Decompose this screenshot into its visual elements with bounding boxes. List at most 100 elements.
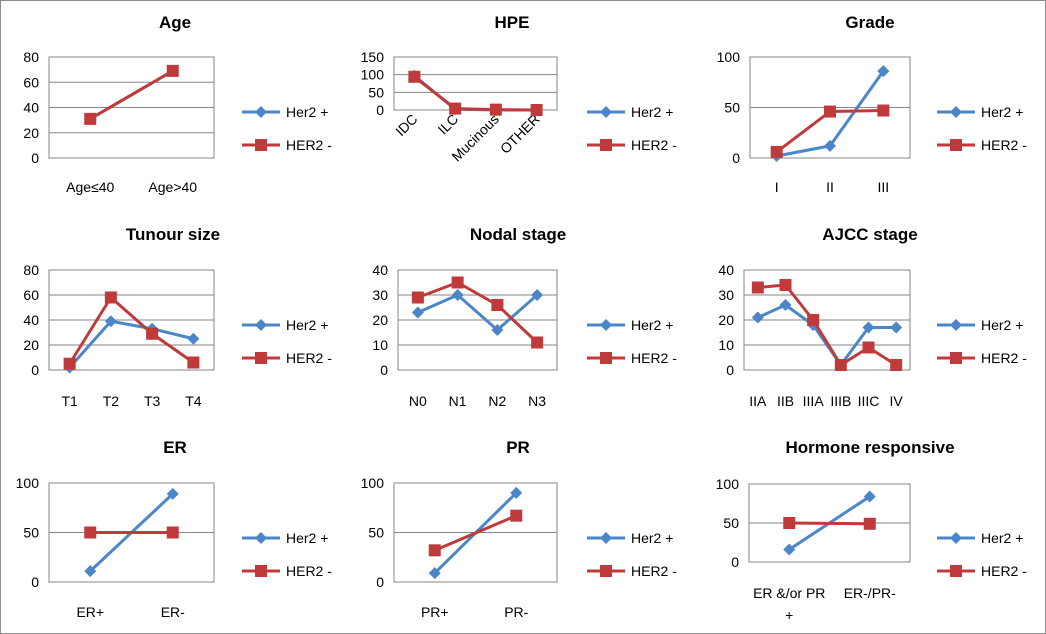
- series-line-her2-neg: [413, 75, 537, 112]
- x-tick-label: T2: [103, 393, 120, 409]
- series-line-her2-neg: [89, 69, 174, 121]
- legend-marker: [255, 565, 267, 577]
- legend-label: Her2 +: [631, 317, 673, 333]
- legend-label: Her2 +: [631, 530, 673, 546]
- plot-area: [749, 56, 911, 159]
- y-tick-label: 0: [31, 574, 39, 590]
- x-tick-label: Age>40: [148, 179, 197, 195]
- data-point-her2-neg: [770, 145, 783, 158]
- data-point-her2-pos: [411, 306, 424, 319]
- legend-marker: [255, 352, 267, 364]
- data-point-her2-neg: [531, 336, 544, 349]
- legend-marker: [255, 319, 267, 331]
- data-point-her2-neg: [890, 359, 903, 371]
- x-tick-label: OTHER: [497, 111, 543, 157]
- data-point-her2-neg: [834, 359, 847, 371]
- chart-title: ER: [163, 438, 187, 457]
- data-point-her2-pos: [166, 487, 179, 500]
- y-tick-label: 0: [376, 102, 384, 118]
- legend-label: Her2 +: [981, 104, 1023, 120]
- series-line-her2-neg: [757, 283, 897, 367]
- data-point-her2-neg: [187, 356, 200, 369]
- chart-title: Grade: [845, 13, 894, 32]
- data-point-her2-pos: [824, 139, 836, 152]
- y-tick-label: 80: [23, 49, 39, 65]
- data-point-her2-pos: [428, 567, 441, 580]
- chart-8: PR 0 50 100 PR+ PR- Her2 + HER2 -: [361, 438, 678, 620]
- x-tick-label: IV: [890, 393, 904, 409]
- x-tick-label: ER+: [76, 604, 104, 620]
- series-line-her2-neg: [434, 514, 517, 552]
- data-point-her2-neg: [428, 544, 441, 557]
- y-tick-label: 100: [361, 475, 385, 491]
- x-tick-label: N0: [409, 393, 427, 409]
- data-point-her2-pos: [751, 311, 764, 324]
- chart-1: Age 0 20 40 60 80 Age≤40 Age>40 Her2 + HER2 -: [23, 13, 332, 195]
- plot-area: [748, 483, 911, 563]
- legend-marker: [600, 106, 612, 118]
- series-line-her2-neg: [417, 281, 539, 344]
- legend-label: HER2 -: [631, 563, 677, 579]
- x-tick-label: ER-/PR-: [844, 585, 896, 601]
- data-point-her2-neg: [84, 112, 97, 125]
- data-point-her2-pos: [779, 299, 792, 311]
- data-point-her2-neg: [779, 279, 792, 291]
- data-point-her2-neg: [510, 509, 523, 522]
- data-point-her2-neg: [751, 281, 764, 294]
- x-tick-label: PR-: [504, 604, 528, 620]
- data-point-her2-pos: [783, 543, 796, 556]
- y-tick-label: 0: [380, 362, 388, 378]
- y-tick-label: 100: [16, 475, 40, 491]
- data-point-her2-neg: [863, 517, 876, 530]
- legend-marker: [600, 532, 612, 544]
- y-tick-label: 60: [23, 74, 39, 90]
- data-point-her2-neg: [408, 70, 421, 83]
- legend-marker: [255, 106, 267, 118]
- y-tick-label: 10: [718, 337, 734, 353]
- legend-marker: [255, 532, 267, 544]
- data-point-her2-neg: [807, 314, 820, 326]
- plot-area: [743, 269, 911, 371]
- legend-marker: [600, 319, 612, 331]
- data-point-her2-pos: [104, 315, 117, 328]
- y-tick-label: 50: [368, 525, 384, 541]
- data-point-her2-neg: [877, 104, 890, 117]
- plot-area: [393, 56, 558, 111]
- y-tick-label: 100: [716, 476, 740, 492]
- data-point-her2-pos: [877, 65, 890, 78]
- data-point-her2-pos: [863, 490, 876, 503]
- legend-label: Her2 +: [286, 530, 328, 546]
- legend-label: HER2 -: [286, 563, 332, 579]
- x-tick-label: II: [826, 179, 834, 195]
- legend-label: HER2 -: [631, 350, 677, 366]
- legend-label: HER2 -: [981, 137, 1027, 153]
- series-line-her2-pos: [68, 319, 194, 369]
- x-tick-label: IIIB: [830, 393, 851, 409]
- data-point-her2-pos: [451, 289, 464, 301]
- legend-label: HER2 -: [286, 137, 332, 153]
- data-point-her2-neg: [530, 104, 543, 116]
- y-tick-label: 50: [23, 525, 39, 541]
- data-point-her2-pos: [531, 289, 544, 301]
- data-point-her2-neg: [489, 103, 502, 116]
- y-tick-label: 20: [372, 312, 388, 328]
- data-point-her2-pos: [491, 324, 504, 336]
- y-tick-label: 30: [372, 287, 388, 303]
- plot-area: [397, 269, 558, 371]
- plot-area: [393, 482, 558, 583]
- legend-marker: [950, 319, 962, 331]
- y-tick-label: 50: [723, 515, 739, 531]
- legend-marker: [950, 532, 962, 544]
- y-tick-label: 30: [718, 287, 734, 303]
- y-tick-label: 20: [718, 312, 734, 328]
- chart-4: Tunour size 0 20 40 60 80 T1 T2 T3 T4 Her2 + HER2 -: [23, 225, 332, 409]
- data-point-her2-pos: [84, 565, 97, 578]
- chart-title: AJCC stage: [822, 225, 917, 244]
- series-line-her2-neg: [789, 521, 870, 526]
- plot-area: [48, 56, 215, 159]
- series-line-her2-pos: [757, 303, 897, 367]
- y-tick-label: 0: [731, 554, 739, 570]
- y-tick-label: 0: [31, 150, 39, 166]
